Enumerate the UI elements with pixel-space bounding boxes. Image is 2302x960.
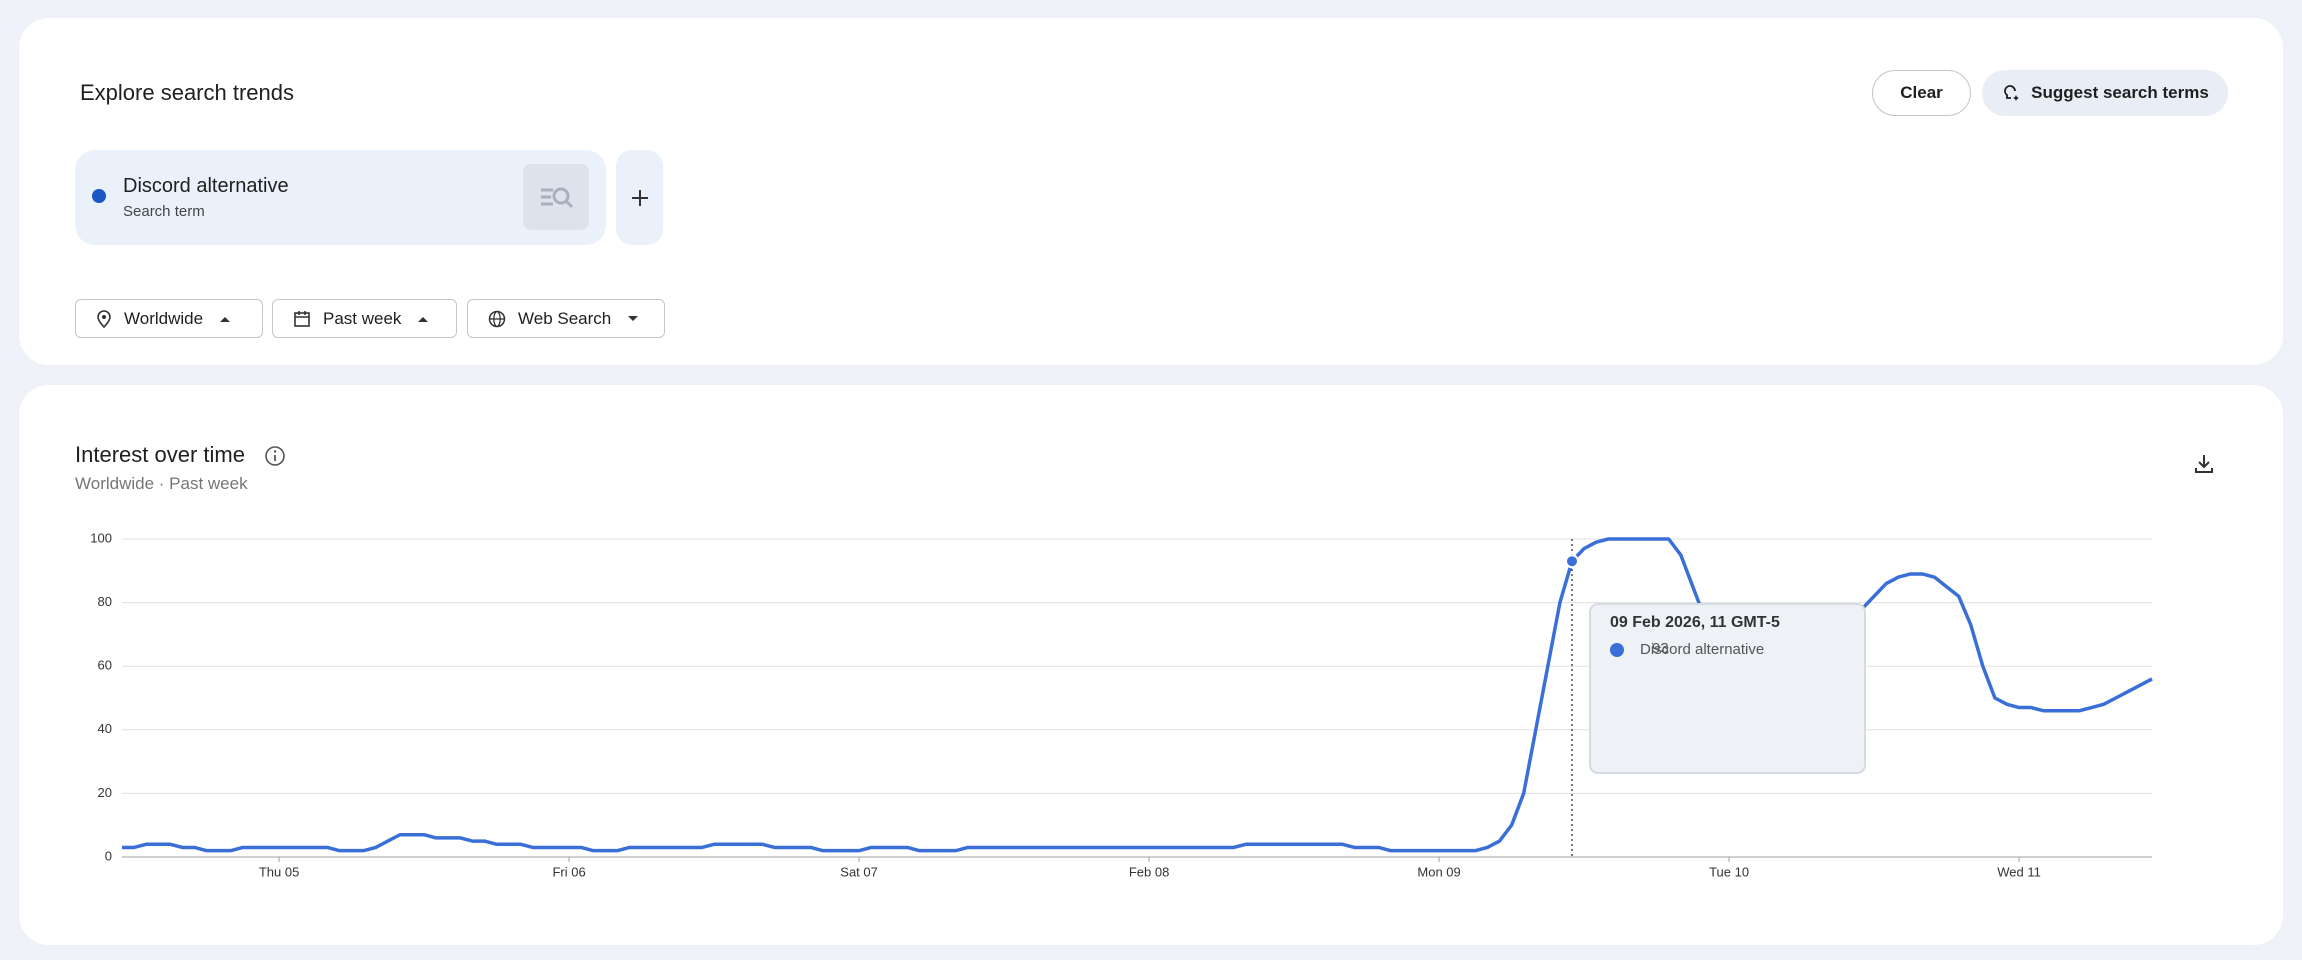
add-term-button[interactable]: [616, 150, 663, 245]
chart-card: [19, 385, 2283, 945]
info-icon[interactable]: [264, 445, 286, 467]
plus-icon: [631, 189, 648, 206]
suggest-icon: [2004, 85, 2020, 101]
property-filter[interactable]: Web Search: [467, 299, 665, 338]
calendar-icon: [294, 310, 310, 327]
filter-label: Past week: [323, 308, 402, 328]
page-title: Explore search trends: [80, 80, 294, 105]
suggest-button[interactable]: Suggest search terms: [1982, 70, 2228, 116]
caret: [628, 315, 639, 321]
filter-label: Worldwide: [124, 308, 204, 328]
term-dot: [92, 189, 106, 203]
term-icon[interactable]: [523, 164, 589, 230]
chart-title: Interest over time: [75, 442, 245, 467]
time-filter[interactable]: Past week: [272, 299, 457, 338]
term-card[interactable]: [75, 150, 606, 245]
filter-label: Web Search: [518, 308, 612, 328]
location-filter[interactable]: Worldwide: [75, 299, 263, 338]
globe-icon: [488, 310, 506, 327]
caret: [418, 316, 429, 322]
term-kind: Search term: [123, 203, 205, 220]
download-button[interactable]: [2192, 452, 2216, 476]
clear-button[interactable]: Clear: [1872, 70, 1971, 116]
term-icon-glyph: [541, 187, 574, 209]
chart-subtitle: Worldwide · Past week: [75, 474, 248, 493]
suggest-label: Suggest search terms: [2031, 83, 2209, 102]
caret: [220, 316, 231, 322]
pin-icon: [97, 309, 111, 328]
term-name: Discord alternative: [123, 175, 289, 197]
